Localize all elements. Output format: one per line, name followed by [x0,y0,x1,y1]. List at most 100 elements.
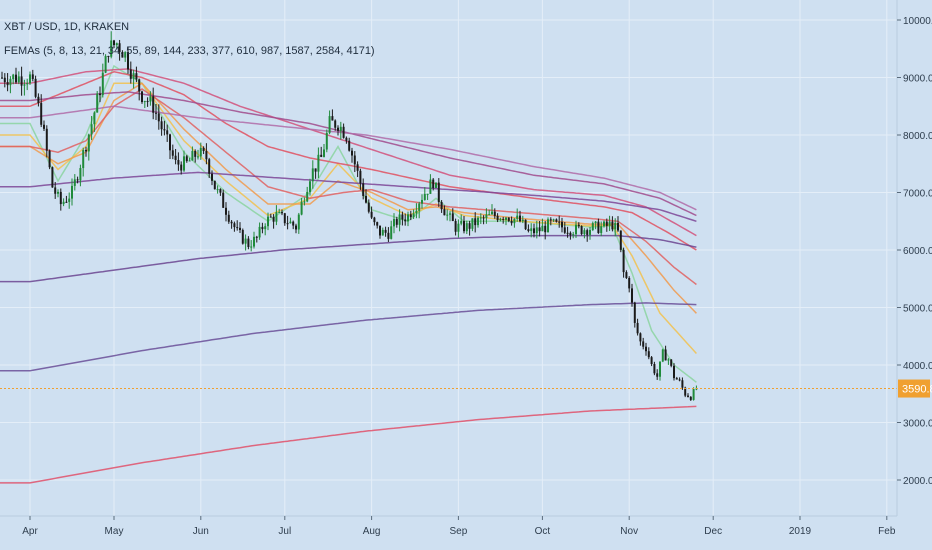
candle-body [628,277,631,289]
candle-body [135,73,138,80]
candle-body [485,214,488,219]
candle-body [6,82,9,86]
candle-body [577,224,580,227]
candle-body [608,221,611,226]
candle-body [309,181,311,192]
last-price-badge-bg [898,379,930,398]
candle-body [129,69,132,79]
candle-body [471,218,474,229]
chart-title: XBT / USD, 1D, KRAKEN [4,21,130,33]
candle-body [572,234,575,236]
candle-body [421,199,423,204]
candle-body [40,103,43,125]
candle-body [306,191,309,202]
candle-body [194,150,197,157]
candle-body [241,230,244,244]
time-tick-label: 2019 [789,526,812,537]
candle-body [687,395,689,397]
candle-body [202,147,205,152]
candle-body [600,226,603,234]
candle-body [395,219,398,225]
candle-body [507,217,510,221]
candle-body [85,150,87,152]
price-tick-label: 7000.0 [903,189,932,200]
price-axis[interactable]: 2000.0 3000.0 4000.0 5000.0 6000.0 7000.0 8000… [896,0,932,550]
candle-body [583,230,586,235]
candle-body [642,341,645,347]
time-axis-bg [0,516,932,550]
candle-body [244,238,247,244]
candle-body [505,217,507,220]
time-axis[interactable]: Apr May Jun Jul Aug Sep Oct Nov Dec 2019 Feb [0,515,932,550]
candle-body [692,389,695,400]
candle-body [23,84,26,86]
candle-body [390,226,393,239]
candle-body [678,379,681,381]
candle-body [622,249,625,273]
candle-body [645,346,647,352]
candle-body [555,219,558,222]
candle-body [3,77,6,83]
candle-body [45,128,48,151]
candle-body [589,229,591,235]
candle-body [110,40,113,57]
candle-body [670,359,673,366]
candle-body [398,214,401,225]
candle-body [20,76,23,86]
candle-body [65,201,68,203]
candle-body [552,219,555,221]
candle-body [499,218,502,221]
candle-body [423,193,426,200]
candle-body [289,221,292,224]
ema-line [0,234,697,283]
candle-body [689,396,692,400]
candle-body [37,96,40,104]
candle-body [650,357,653,365]
candle-body [31,74,34,79]
ema-line [0,302,697,372]
candle-body [177,159,180,165]
candle-body [362,183,365,196]
candle-body [535,227,538,234]
candle-body [247,238,250,247]
candle-body [667,359,670,361]
ema-line [0,88,697,286]
candle-body [26,83,29,85]
ema-line [0,105,697,211]
candle-body [286,223,289,225]
price-tick-label: 3000.0 [903,419,932,430]
candle-body [101,72,104,96]
candle-body [479,217,482,219]
candle-body [384,229,387,233]
candle-body [636,322,639,334]
ema-line [0,71,697,251]
candle-body [373,217,376,223]
candle-body [113,40,115,46]
candle-body [317,154,320,172]
candle-body [468,223,471,229]
candle-body [269,216,272,218]
last-price-label: 3590.8 [902,384,932,396]
candle-body [314,168,317,172]
candle-body [82,150,85,169]
candle-body [460,220,463,224]
candle-body [292,221,295,226]
candle-body [59,191,62,205]
candle-body [533,228,535,234]
candle-body [432,179,435,188]
candle-body [225,207,227,215]
candle-body [454,221,457,232]
candle-body [348,140,351,151]
price-tick-label: 6000.0 [903,246,932,257]
candle-body [90,124,93,135]
candle-body [345,137,348,141]
candle-body [591,223,594,230]
candle-body [29,74,31,84]
price-axis-bg [897,0,932,550]
candle-body [51,167,54,188]
candle-body [387,232,390,239]
candle-body [351,150,353,156]
candle-body [199,147,202,157]
